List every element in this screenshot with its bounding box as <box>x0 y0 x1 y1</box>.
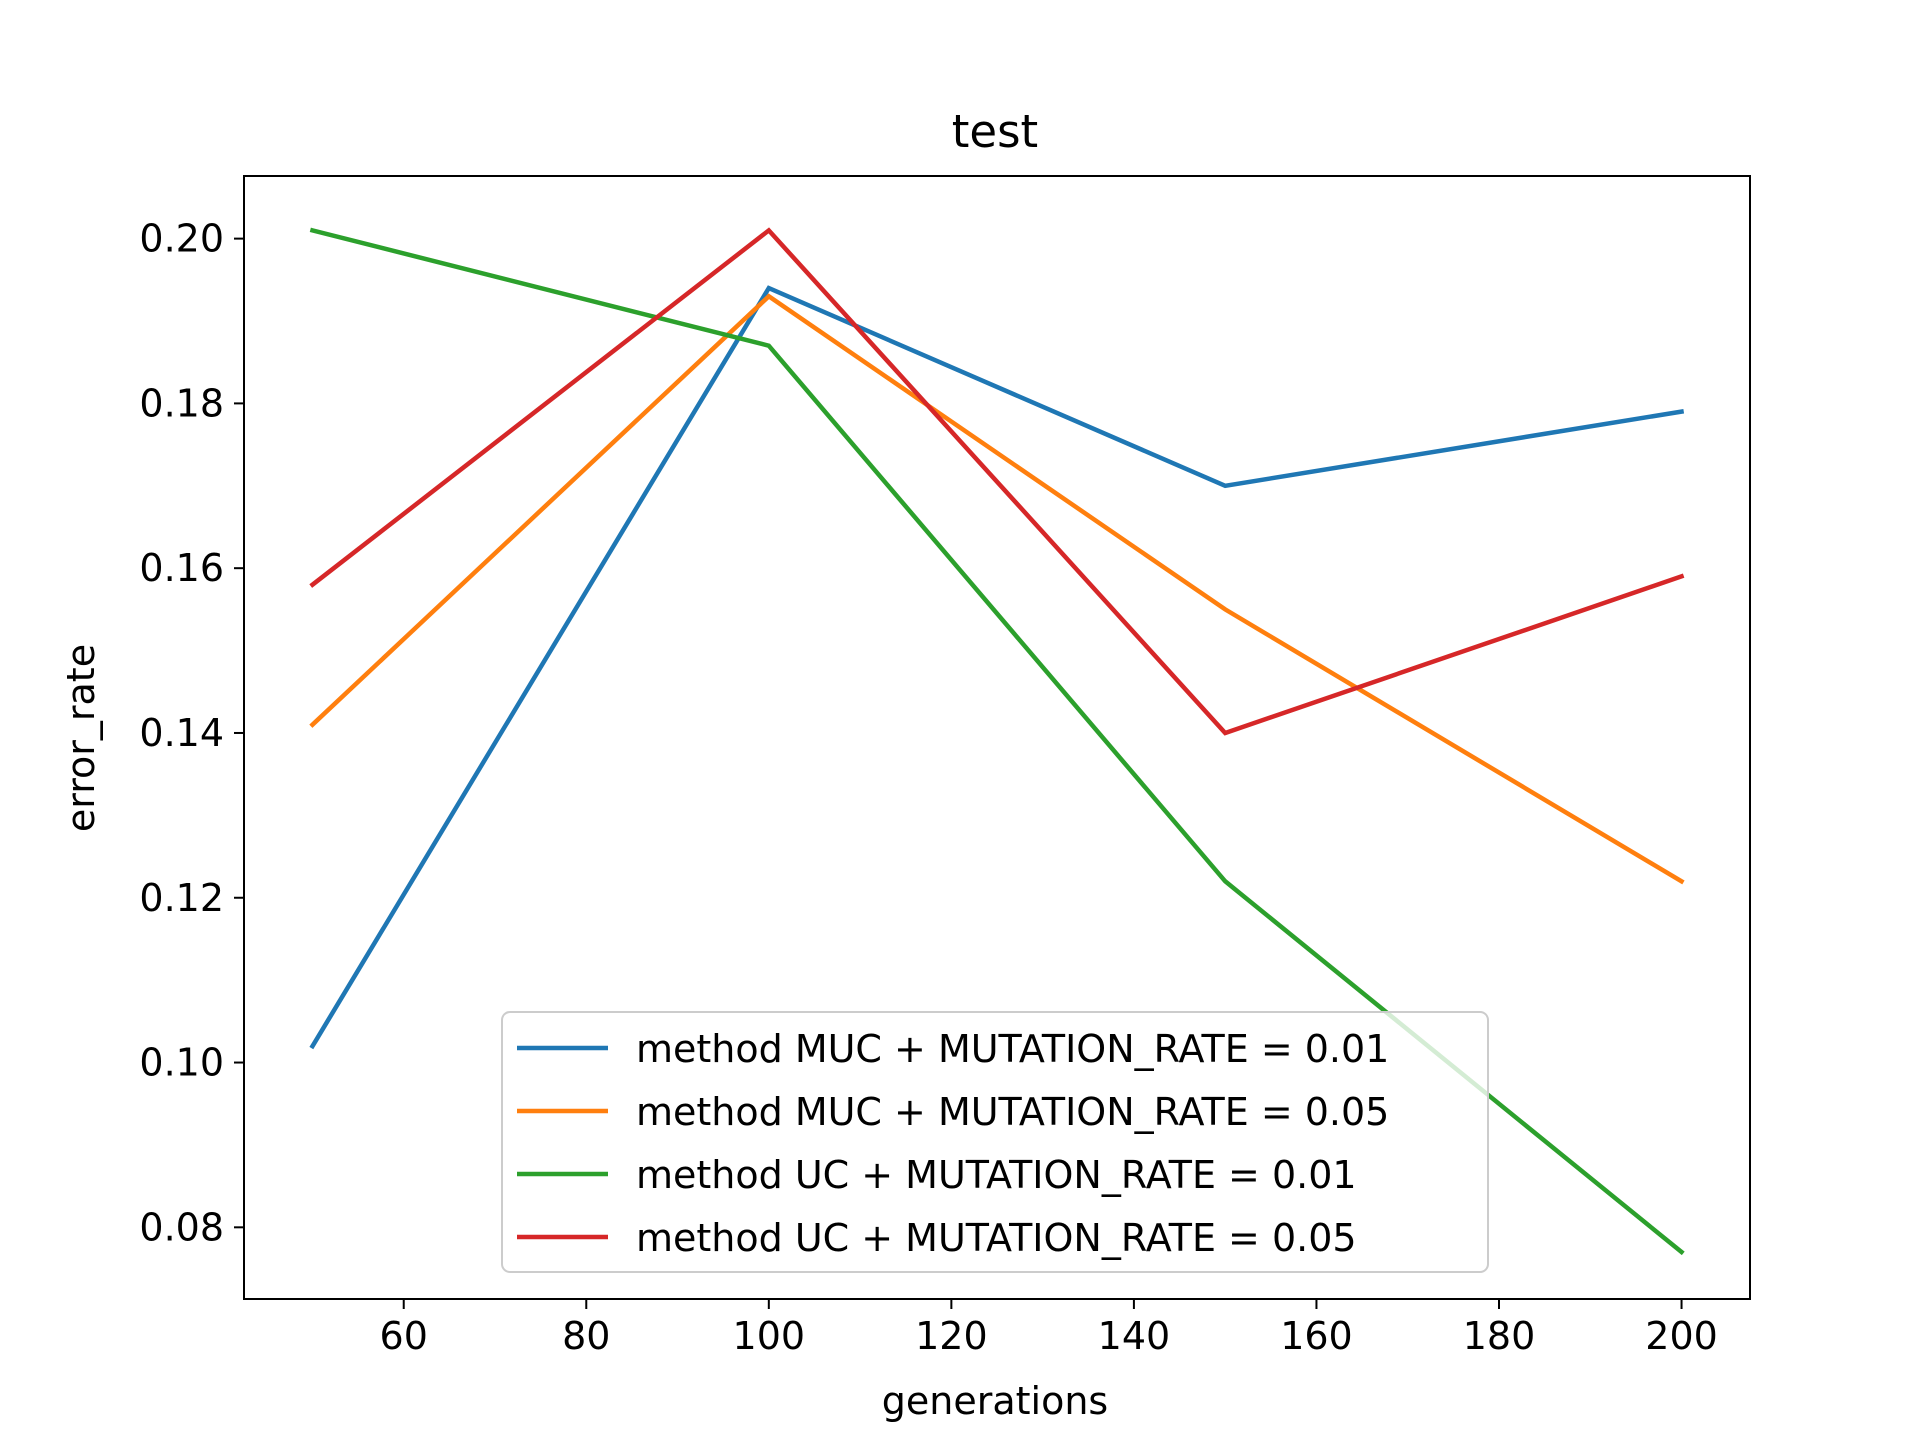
y-tick-label: 0.20 <box>139 217 224 261</box>
legend-label: method UC + MUTATION_RATE = 0.05 <box>636 1216 1357 1260</box>
x-tick-label: 60 <box>380 1314 428 1358</box>
series-line-4 <box>309 227 1685 736</box>
legend-label: method MUC + MUTATION_RATE = 0.05 <box>636 1090 1389 1134</box>
legend-label: method UC + MUTATION_RATE = 0.01 <box>636 1153 1357 1197</box>
legend-box <box>501 1011 1489 1273</box>
x-tick-label: 80 <box>562 1314 610 1358</box>
x-tick-label: 160 <box>1280 1314 1353 1358</box>
y-tick-label: 0.12 <box>139 876 224 920</box>
series-line-2 <box>309 293 1685 885</box>
y-axis-label: error_rate <box>59 644 103 832</box>
y-tick-label: 0.18 <box>139 381 224 425</box>
y-axis: 0.08 0.10 0.12 0.14 0.16 0.18 0.20 <box>139 217 244 1249</box>
plot-layer <box>309 227 1685 1256</box>
y-tick-label: 0.10 <box>139 1041 224 1085</box>
x-tick-label: 200 <box>1645 1314 1718 1358</box>
series-line-1 <box>309 285 1685 1050</box>
legend: method MUC + MUTATION_RATE = 0.01 method … <box>501 1011 1489 1273</box>
x-axis: 60 80 100 120 140 160 180 200 <box>380 1299 1718 1358</box>
y-tick-label: 0.16 <box>139 546 224 590</box>
plot-frame <box>243 175 1751 1300</box>
x-axis-label: generations <box>882 1379 1108 1423</box>
x-tick-label: 180 <box>1463 1314 1536 1358</box>
x-tick-label: 100 <box>733 1314 806 1358</box>
x-tick-label: 140 <box>1098 1314 1171 1358</box>
chart-title: test <box>952 105 1038 158</box>
x-tick-label: 120 <box>915 1314 988 1358</box>
y-tick-label: 0.14 <box>139 711 224 755</box>
y-tick-label: 0.08 <box>139 1205 224 1249</box>
legend-label: method MUC + MUTATION_RATE = 0.01 <box>636 1027 1389 1071</box>
